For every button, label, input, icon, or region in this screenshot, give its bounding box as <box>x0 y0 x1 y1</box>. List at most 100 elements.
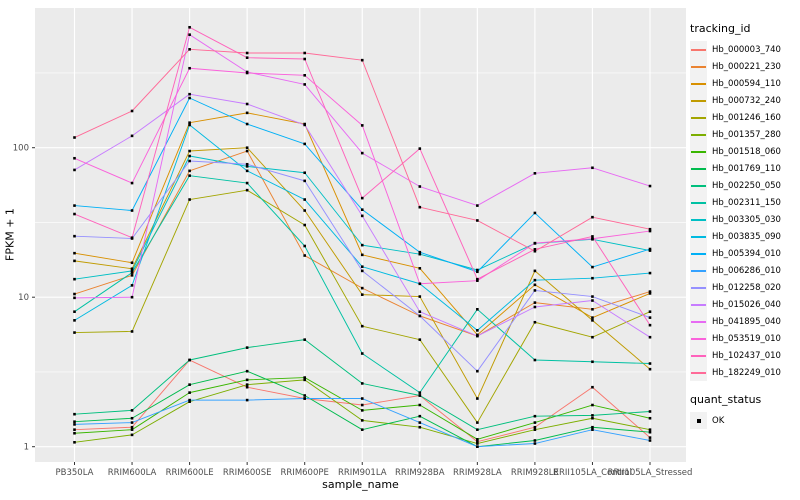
data-point <box>591 215 594 219</box>
data-point <box>591 403 594 407</box>
data-point <box>591 307 594 311</box>
data-point <box>303 198 306 201</box>
legend-item-Hb_015026_040: Hb_015026_040 <box>690 296 798 313</box>
data-point <box>418 282 422 286</box>
data-point <box>476 334 479 338</box>
data-point <box>73 277 76 281</box>
legend-item-Hb_006286_010: Hb_006286_010 <box>690 262 798 279</box>
data-point <box>648 428 652 431</box>
data-point <box>73 331 76 334</box>
legend-item-label: Hb_000594_110 <box>712 78 781 89</box>
legend-item-label: Hb_015026_040 <box>712 299 781 310</box>
data-point <box>130 330 134 333</box>
quant-legend-title: quant_status <box>690 393 762 406</box>
data-point <box>476 329 479 332</box>
data-point <box>648 316 652 319</box>
legend-item-Hb_001246_160: Hb_001246_160 <box>690 109 798 126</box>
data-point <box>418 421 422 424</box>
data-point <box>303 142 306 146</box>
legend-item-label: Hb_000732_240 <box>712 95 781 106</box>
data-point <box>73 420 76 423</box>
data-point <box>591 414 594 417</box>
legend-key-swatch <box>690 347 707 364</box>
data-point <box>188 358 191 362</box>
data-point <box>73 431 76 435</box>
data-point <box>418 403 422 407</box>
legend-item-label: Hb_002311_150 <box>712 197 781 208</box>
quant-item-label: OK <box>712 415 725 426</box>
data-point <box>188 198 191 201</box>
data-point <box>303 254 306 257</box>
data-point <box>476 204 479 207</box>
data-point <box>303 209 306 212</box>
data-point <box>648 290 652 293</box>
legend-item-Hb_003305_030: Hb_003305_030 <box>690 211 798 228</box>
data-point <box>130 271 134 274</box>
data-point <box>533 305 537 309</box>
data-point <box>418 338 422 341</box>
data-point <box>73 319 76 322</box>
data-point <box>303 123 306 127</box>
data-point <box>418 310 422 313</box>
legend-item-Hb_002250_050: Hb_002250_050 <box>690 177 798 194</box>
legend-item-label: Hb_000221_230 <box>712 61 781 72</box>
data-point <box>476 270 479 274</box>
legend-item-Hb_001518_060: Hb_001518_060 <box>690 143 798 160</box>
data-point <box>360 352 364 355</box>
data-point <box>245 346 249 349</box>
data-point <box>533 283 537 287</box>
legend-item-label: Hb_041895_040 <box>712 316 781 327</box>
data-point <box>418 414 422 418</box>
quant-key-swatch <box>690 412 707 429</box>
data-point <box>591 299 594 302</box>
data-point <box>418 267 422 270</box>
legend-item-Hb_001357_280: Hb_001357_280 <box>690 126 798 143</box>
data-point <box>476 442 479 445</box>
legend-key-line <box>691 48 706 51</box>
data-point <box>303 244 306 248</box>
legend-key-swatch <box>690 41 707 58</box>
data-point <box>533 414 537 418</box>
data-point <box>533 249 537 253</box>
data-point <box>591 237 594 241</box>
data-point <box>245 165 249 168</box>
data-point <box>360 409 364 412</box>
y-axis-title: FPKM + 1 <box>3 208 17 261</box>
data-point <box>476 219 479 222</box>
legend-item-Hb_041895_040: Hb_041895_040 <box>690 313 798 330</box>
data-point <box>245 383 249 386</box>
data-point <box>245 51 249 55</box>
data-point <box>591 295 594 298</box>
data-point <box>476 369 479 373</box>
legend-key-line <box>691 99 706 102</box>
data-point <box>303 83 306 86</box>
data-point <box>648 227 652 231</box>
x-tick-label: RRIM600LA <box>108 468 157 478</box>
data-point <box>476 428 479 431</box>
data-point <box>591 416 594 420</box>
data-point <box>418 147 422 150</box>
legend-item-Hb_053519_010: Hb_053519_010 <box>690 330 798 347</box>
data-point <box>360 253 364 257</box>
x-tick-label: RRIM600SE <box>223 468 272 478</box>
data-point <box>188 169 191 173</box>
data-point <box>188 149 191 153</box>
data-point <box>648 430 652 434</box>
data-point <box>476 268 479 272</box>
data-point <box>303 51 306 55</box>
data-point <box>130 261 134 265</box>
data-point <box>73 441 76 444</box>
data-point <box>476 307 479 311</box>
quant-legend-item: OK <box>690 412 798 429</box>
data-point <box>418 250 422 254</box>
legend-key-swatch <box>690 126 707 143</box>
data-point <box>360 269 364 273</box>
x-tick-label: RRII105LA_Control <box>553 468 632 478</box>
legend-key-line <box>691 82 706 85</box>
data-point <box>648 436 652 439</box>
data-point <box>591 316 594 319</box>
data-point <box>245 102 249 106</box>
data-point <box>73 310 76 313</box>
data-point <box>188 391 191 394</box>
